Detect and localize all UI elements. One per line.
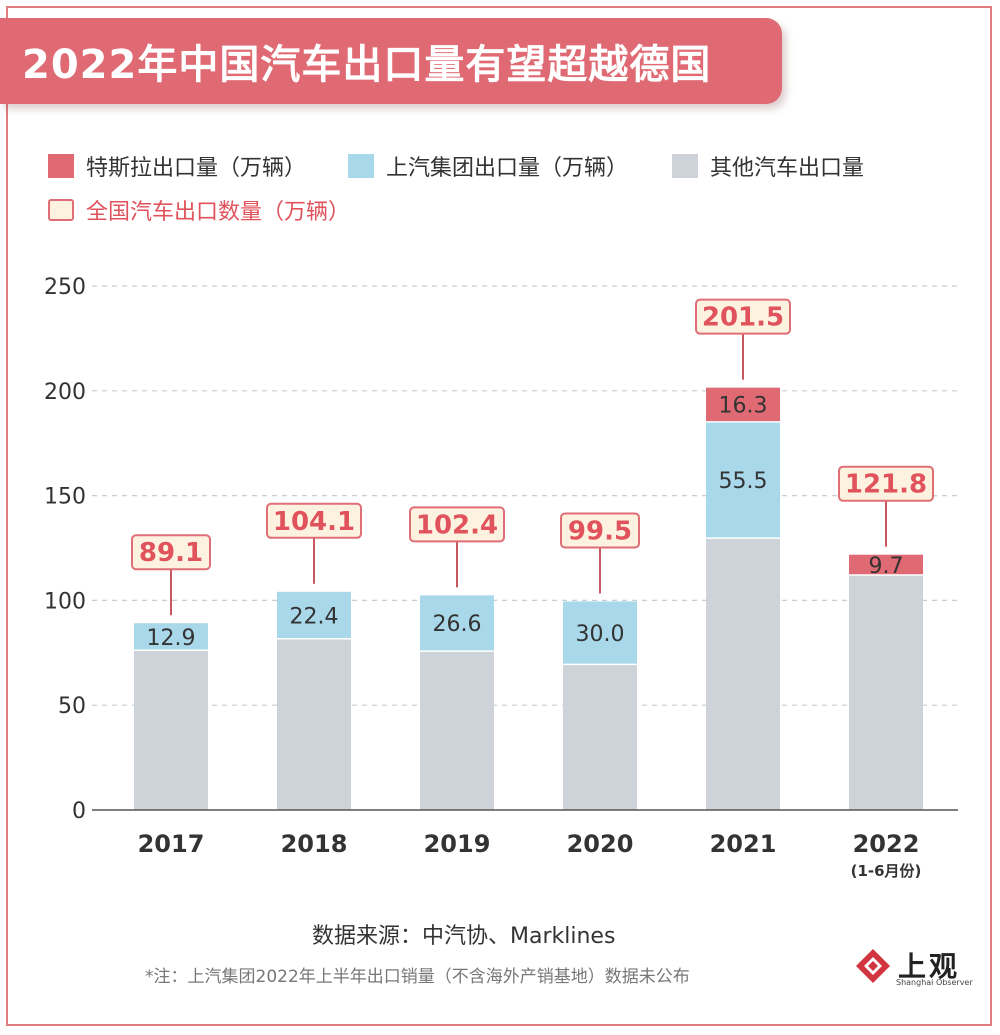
x-tick-label: 2020 <box>567 830 634 858</box>
stacked-bar-chart: 0 50 100 150 200 250 12.9 89.1 2017 22.4 104.1 2018… <box>44 275 958 880</box>
data-label-saic: 30.0 <box>576 622 625 647</box>
data-label-tesla: 16.3 <box>719 394 768 419</box>
title-banner: 2022年中国汽车出口量有望超越德国 <box>0 18 782 104</box>
bar-segment-other <box>134 650 208 810</box>
total-callout-box <box>838 465 934 502</box>
x-tick-label: 2017 <box>138 830 205 858</box>
legend-item-tesla: 特斯拉出口量（万辆） <box>48 150 306 182</box>
data-label-tesla: 9.7 <box>869 554 904 579</box>
y-tick-label: 150 <box>44 485 86 510</box>
data-label-saic: 12.9 <box>147 626 196 651</box>
x-tick-label: 2021 <box>710 830 777 858</box>
legend-label-tesla: 特斯拉出口量（万辆） <box>86 156 307 181</box>
legend-label-other: 其他汽车出口量 <box>710 156 865 181</box>
total-value-label: 89.1 <box>139 538 203 568</box>
legend-swatch-saic <box>348 154 374 178</box>
shanghai-observer-logo: 上观 Shanghai Observer <box>852 945 973 989</box>
total-callout-box <box>560 512 640 549</box>
bar-segment-tesla <box>706 387 780 422</box>
x-tick-label: 2022 <box>853 830 920 858</box>
legend-item-saic: 上汽集团出口量（万辆） <box>348 150 628 182</box>
y-tick-label: 250 <box>44 275 86 300</box>
x-tick-label: 2018 <box>281 830 348 858</box>
bar-segment-other <box>420 651 494 810</box>
logo-mark-icon <box>856 949 890 983</box>
bar-segment-saic <box>277 591 351 639</box>
total-value-label: 104.1 <box>273 507 355 537</box>
bar-segment-saic <box>420 595 494 652</box>
bar-segment-other <box>706 538 780 810</box>
y-tick-label: 0 <box>72 799 86 824</box>
legend-swatch-tesla <box>48 154 74 178</box>
bar-segment-other <box>849 575 923 810</box>
chart-title: 2022年中国汽车出口量有望超越德国 <box>22 42 712 88</box>
data-label-saic: 55.5 <box>719 469 768 494</box>
bar-segment-saic <box>134 623 208 651</box>
legend-item-total: 全国汽车出口数量（万辆） <box>48 194 350 226</box>
bar-segment-other <box>277 638 351 810</box>
legend-swatch-total <box>48 199 74 221</box>
total-callout-box <box>131 534 211 571</box>
x-tick-label: 2019 <box>424 830 491 858</box>
data-label-saic: 26.6 <box>433 612 482 637</box>
data-source: 数据来源：中汽协、Marklines <box>312 924 616 949</box>
data-label-saic: 22.4 <box>290 604 339 629</box>
y-tick-label: 200 <box>44 380 86 405</box>
y-tick-label: 100 <box>44 589 86 614</box>
y-tick-label: 50 <box>58 694 86 719</box>
legend-swatch-other <box>672 154 698 178</box>
x-tick-sublabel: (1-6月份) <box>851 862 922 880</box>
bar-segment-other <box>563 664 637 810</box>
logo-subtext: Shanghai Observer <box>896 978 973 987</box>
total-callout-box <box>409 506 505 543</box>
footnote: *注：上汽集团2022年上半年出口销量（不含海外产销基地）数据未公布 <box>145 967 690 987</box>
bar-segment-saic <box>563 601 637 665</box>
legend-item-other: 其他汽车出口量 <box>672 150 864 182</box>
logo-text: 上观 <box>898 950 961 983</box>
total-callout-box <box>266 502 362 539</box>
total-value-label: 99.5 <box>568 516 632 546</box>
bar-segment-tesla <box>849 554 923 576</box>
legend-label-total: 全国汽车出口数量（万辆） <box>86 200 351 225</box>
bar-segment-saic <box>706 421 780 539</box>
total-value-label: 201.5 <box>702 303 784 333</box>
total-value-label: 102.4 <box>416 510 498 540</box>
total-value-label: 121.8 <box>845 470 927 500</box>
chart-frame <box>6 6 992 1026</box>
legend-label-saic: 上汽集团出口量（万辆） <box>386 156 629 181</box>
total-callout-box <box>695 298 791 335</box>
